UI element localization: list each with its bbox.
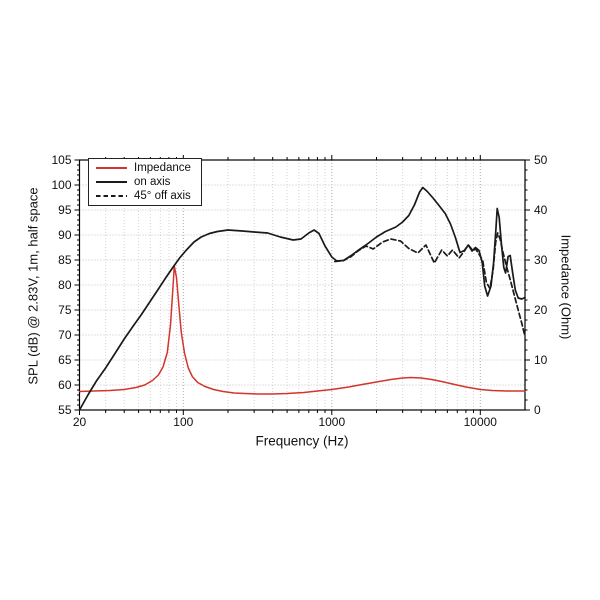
- tick-label: 30: [534, 253, 548, 267]
- impedance-line-sample: [96, 167, 127, 170]
- tick-labels: 20 100 1000 1000055606570758085909510010501…: [51, 153, 547, 429]
- tick-label: 70: [58, 328, 72, 342]
- tick-label: 0: [534, 403, 541, 417]
- plot-border: [78, 159, 526, 411]
- tick-label: 1000: [318, 415, 345, 429]
- legend-label: on axis: [134, 176, 171, 188]
- tick-label: 100: [51, 178, 71, 192]
- on-axis-line-sample: [96, 181, 127, 183]
- tick-label: 105: [51, 153, 71, 167]
- tick-label: 10000: [464, 415, 498, 429]
- tick-label: 100: [173, 415, 193, 429]
- legend-item-45-off-axis: 45° off axis: [89, 189, 201, 202]
- off-axis-line-sample: [96, 194, 127, 197]
- tick-label: 55: [58, 403, 72, 417]
- tick-label: 90: [58, 228, 72, 242]
- curve-45-off-axis: [334, 232, 526, 335]
- grid: [79, 160, 525, 410]
- legend-label: Impedance: [134, 162, 191, 175]
- tick-label: 20: [534, 303, 548, 317]
- tick-label: 80: [58, 278, 72, 292]
- curves: [78, 186, 526, 411]
- tick-label: 85: [58, 253, 72, 267]
- tick-label: 20: [73, 415, 87, 429]
- tick-label: 60: [58, 378, 72, 392]
- curve-impedance: [78, 265, 526, 395]
- curve-on-axis: [78, 186, 526, 411]
- tick-label: 65: [58, 353, 72, 367]
- tick-label: 50: [534, 153, 548, 167]
- tick-label: 40: [534, 203, 548, 217]
- legend: Impedance on axis 45° off axis: [88, 158, 202, 206]
- y-axis-title-left: SPL (dB) @ 2.83V, 1m, half space: [25, 187, 41, 385]
- legend-item-impedance: Impedance: [89, 162, 201, 175]
- x-axis-title: Frequency (Hz): [255, 433, 349, 449]
- legend-label: 45° off axis: [134, 189, 191, 202]
- tick-label: 95: [58, 203, 72, 217]
- y-axis-title-right: Impedance (Ohm): [558, 234, 574, 340]
- tick-label: 10: [534, 353, 548, 367]
- tick-label: 75: [58, 303, 72, 317]
- legend-item-on-axis: on axis: [89, 176, 201, 189]
